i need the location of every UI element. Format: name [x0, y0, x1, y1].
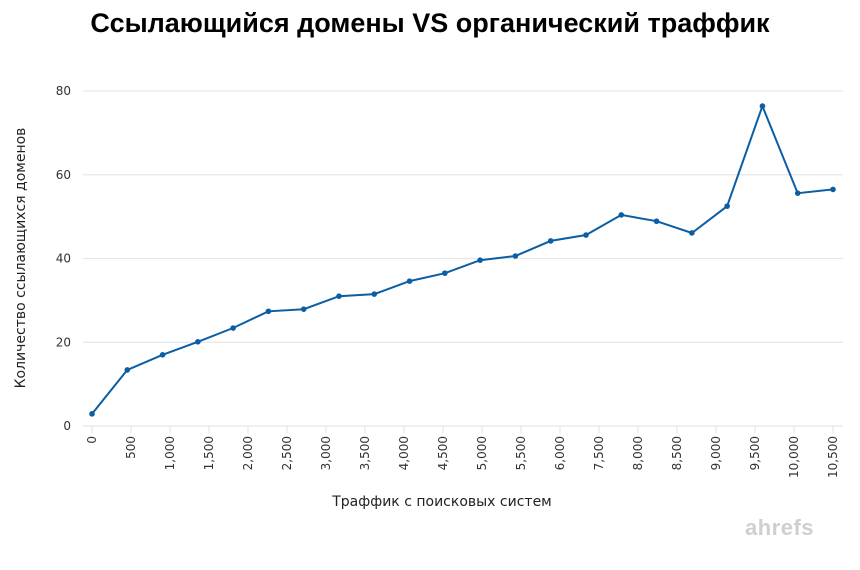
data-point — [442, 270, 448, 276]
data-point — [265, 308, 272, 315]
x-tick-label: 9,500 — [748, 436, 762, 470]
data-point — [689, 230, 695, 236]
data-point — [406, 278, 413, 284]
x-tick-label: 3,000 — [319, 436, 333, 470]
x-tick-label: 8,000 — [631, 436, 645, 470]
series-line — [91, 103, 834, 415]
x-tick-label: 9,000 — [709, 436, 723, 470]
data-point — [124, 367, 131, 373]
x-tick-label: 6,000 — [553, 436, 567, 470]
data-point — [89, 411, 95, 417]
data-point — [653, 218, 660, 225]
y-tick-label: 60 — [56, 168, 71, 182]
y-tick-label: 40 — [56, 252, 71, 266]
data-point — [230, 325, 236, 331]
x-tick-label: 10,500 — [826, 436, 840, 478]
data-point — [759, 103, 766, 109]
x-tick-label: 1,000 — [163, 436, 177, 470]
ahrefs-watermark-logo: ahrefs — [745, 515, 815, 540]
data-point — [336, 293, 342, 299]
x-tick-label: 2,500 — [280, 436, 294, 470]
x-tick-label: 4,500 — [436, 436, 450, 470]
data-point — [159, 352, 166, 358]
x-tick-label: 4,000 — [397, 436, 411, 470]
chart-title: Ссылающийся домены VS органический трафф… — [90, 8, 770, 38]
x-tick-label: 0 — [85, 436, 99, 444]
x-tick-label: 8,500 — [670, 436, 684, 470]
y-tick-label: 80 — [56, 84, 71, 98]
y-axis-label: Количество ссылающихся доменов — [13, 127, 29, 389]
y-tick-label: 20 — [56, 335, 71, 349]
data-point — [724, 203, 730, 209]
data-point — [371, 291, 378, 297]
data-point — [195, 339, 201, 345]
x-axis-label: Траффик с поисковых систем — [332, 494, 552, 510]
x-tick-label: 1,500 — [202, 436, 216, 470]
x-tick-label: 7,500 — [592, 436, 606, 470]
data-point — [794, 190, 801, 196]
data-point — [300, 306, 307, 312]
data-point — [618, 212, 625, 218]
data-point — [477, 257, 483, 263]
data-point — [512, 253, 519, 259]
data-point — [583, 232, 589, 238]
data-point — [547, 238, 554, 244]
x-tick-label: 2,000 — [241, 436, 255, 470]
data-point — [830, 186, 836, 193]
y-tick-label: 0 — [63, 419, 71, 433]
x-tick-label: 5,000 — [475, 436, 489, 470]
x-tick-label: 3,500 — [358, 436, 372, 470]
x-tick-label: 500 — [124, 436, 138, 459]
x-tick-label: 10,000 — [787, 436, 801, 478]
x-tick-label: 5,500 — [514, 436, 528, 470]
